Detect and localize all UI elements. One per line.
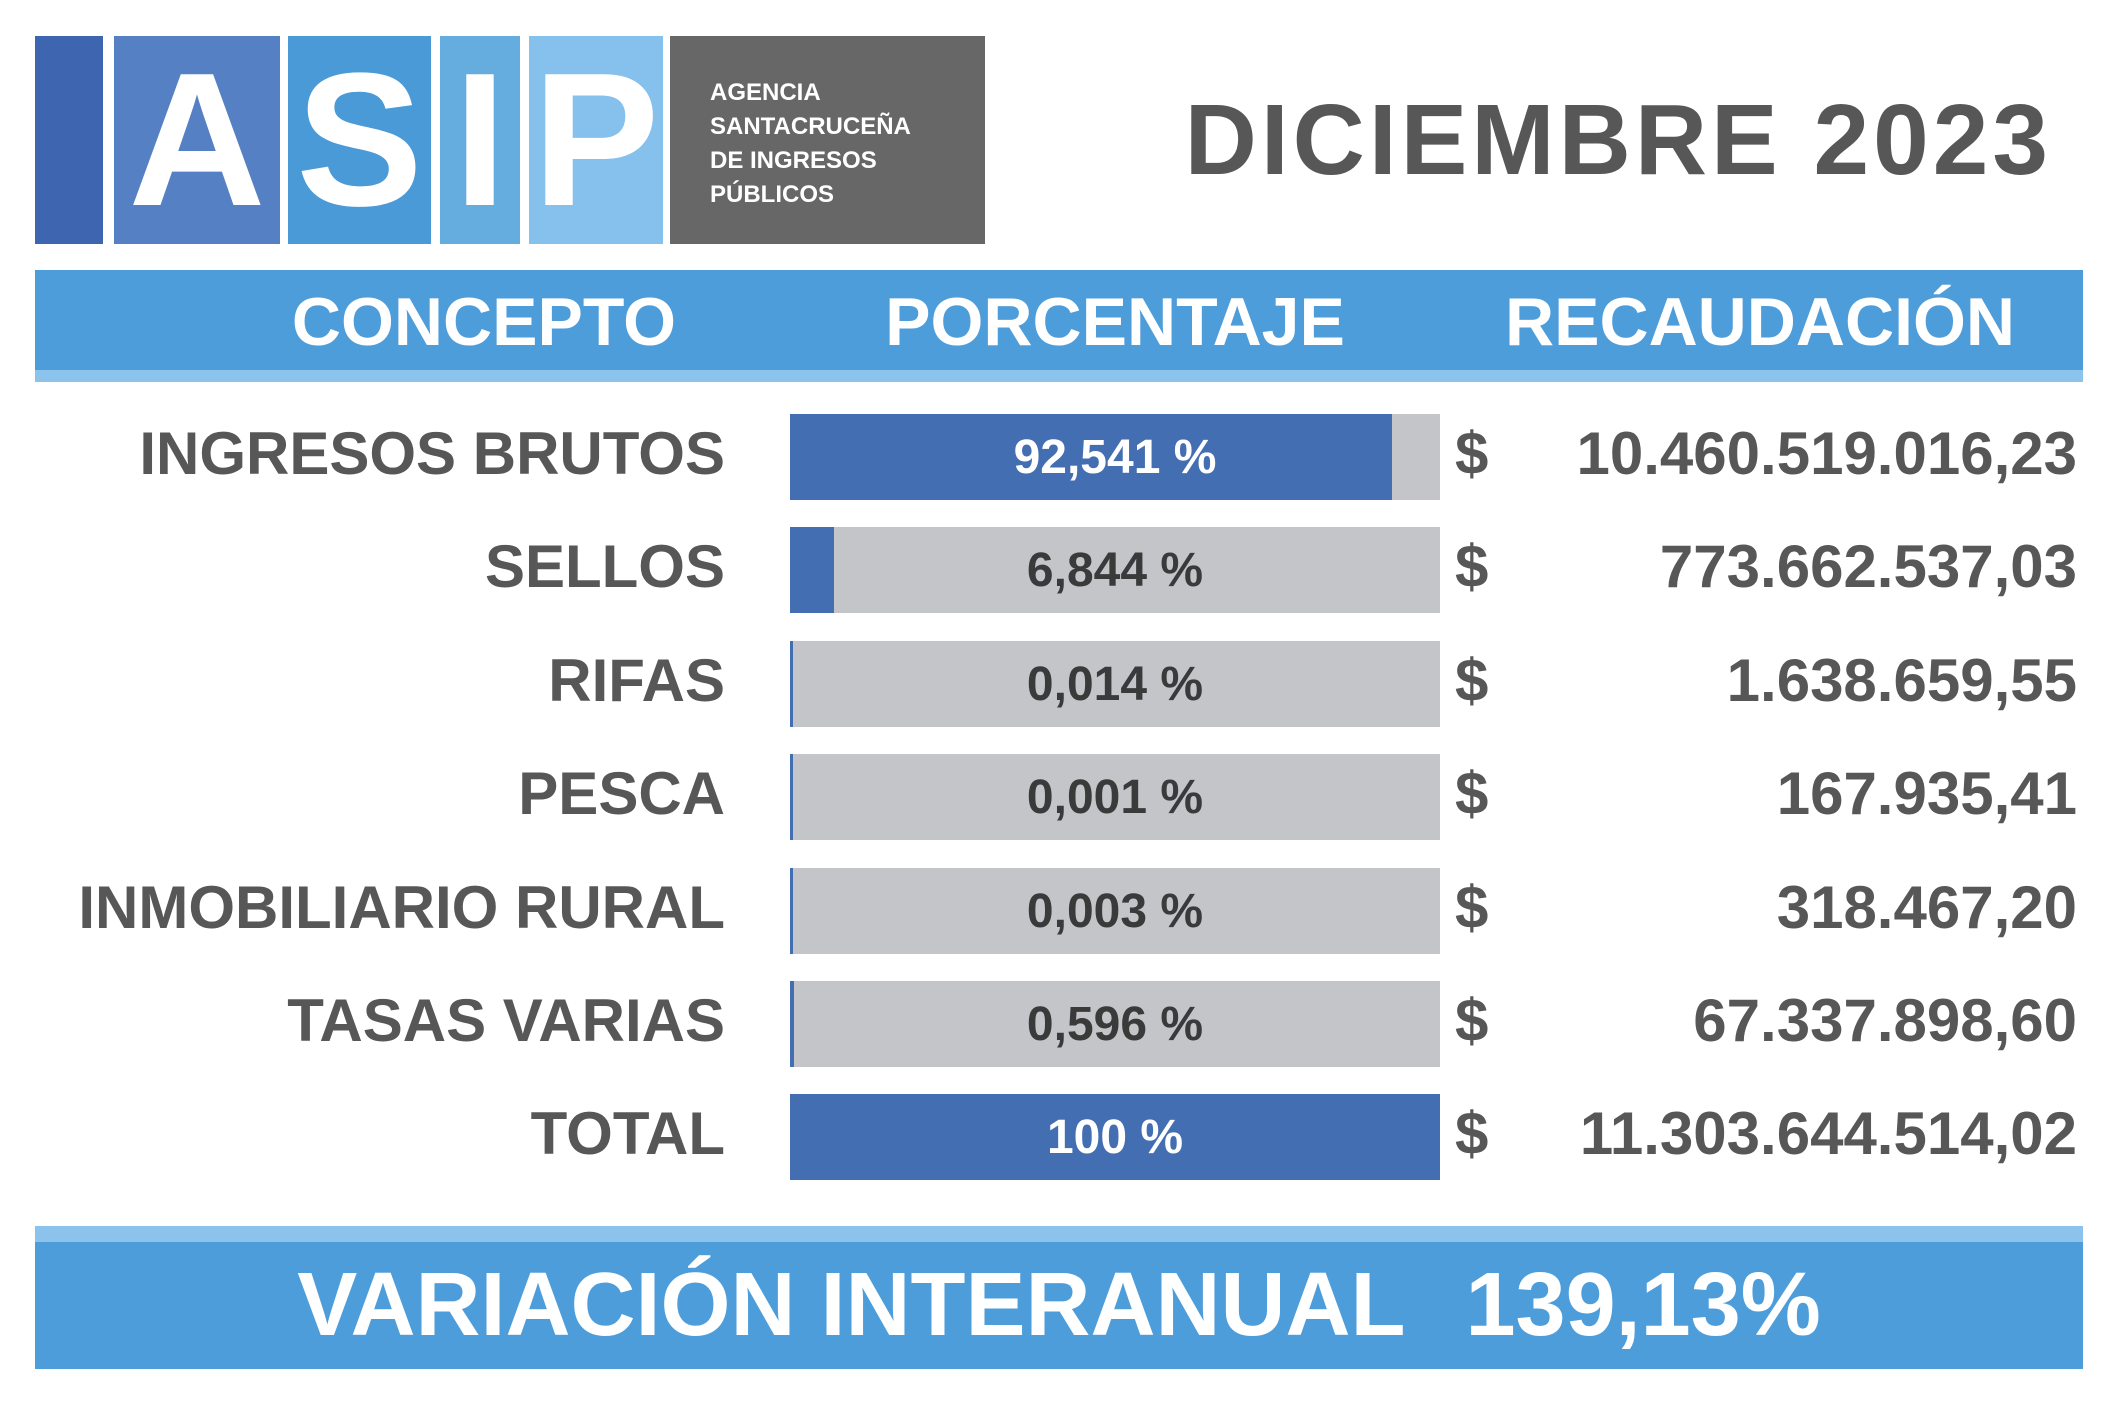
- agency-line: PÚBLICOS: [710, 181, 835, 208]
- variation-text: VARIACIÓN INTERANUAL 139,13%: [35, 1242, 2083, 1369]
- agency-line: AGENCIA: [710, 79, 821, 106]
- row-concept: RIFAS: [548, 647, 725, 714]
- logo-letter-p: P: [532, 34, 660, 246]
- logo-letter-i: I: [453, 34, 507, 246]
- percentage-bar: 6,844 %: [790, 527, 1440, 613]
- currency-symbol: $: [1455, 420, 1489, 487]
- table-row: INMOBILIARIO RURAL 0,003 % $ 318.467,20: [0, 868, 2117, 954]
- percentage-bar-fill: [790, 1094, 1440, 1180]
- table-row: PESCA 0,001 % $ 167.935,41: [0, 754, 2117, 840]
- table-header: CONCEPTO PORCENTAJE RECAUDACIÓN: [35, 270, 2083, 382]
- table-row: INGRESOS BRUTOS 92,541 % $ 10.460.519.01…: [0, 414, 2117, 500]
- table-row: TASAS VARIAS 0,596 % $ 67.337.898,60: [0, 981, 2117, 1067]
- collection-amount: 11.303.644.514,02: [1579, 1100, 2077, 1167]
- logo-block-2: [114, 36, 280, 244]
- percentage-bar: 0,014 %: [790, 641, 1440, 727]
- logo-block-3: [288, 36, 431, 244]
- variation-label: VARIACIÓN INTERANUAL: [297, 1255, 1406, 1355]
- collection-amount: 10.460.519.016,23: [1576, 420, 2077, 487]
- row-concept: INGRESOS BRUTOS: [139, 420, 725, 487]
- year-over-year-banner: VARIACIÓN INTERANUAL 139,13%: [35, 1226, 2083, 1369]
- percentage-bar: 0,596 %: [790, 981, 1440, 1067]
- percentage-bar: 0,003 %: [790, 868, 1440, 954]
- column-header-percentage: PORCENTAJE: [885, 284, 1345, 360]
- percentage-bar-fill: [790, 641, 793, 727]
- table-row: RIFAS 0,014 % $ 1.638.659,55: [0, 641, 2117, 727]
- logo-block-1: [35, 36, 103, 244]
- currency-symbol: $: [1455, 533, 1489, 600]
- asip-logo: A S I P AGENCIA SANTACRUCEÑA DE INGRESOS…: [35, 36, 985, 244]
- collection-amount: 167.935,41: [1776, 760, 2077, 827]
- header-stripe: [35, 370, 2083, 382]
- percentage-label: 0,003 %: [1026, 884, 1204, 938]
- percentage-label: 92,541 %: [1013, 430, 1217, 484]
- variation-value: 139,13%: [1465, 1255, 1821, 1355]
- currency-symbol: $: [1455, 647, 1489, 714]
- collection-amount: 318.467,20: [1776, 874, 2077, 941]
- table-row-total: TOTAL 100 % $ 11.303.644.514,02: [0, 1094, 2117, 1180]
- table-row: SELLOS 6,844 % $ 773.662.537,03: [0, 527, 2117, 613]
- currency-symbol: $: [1455, 760, 1489, 827]
- currency-symbol: $: [1455, 874, 1489, 941]
- percentage-label: 100 %: [1046, 1110, 1184, 1164]
- agency-line: DE INGRESOS: [710, 147, 877, 174]
- column-header-collection: RECAUDACIÓN: [1505, 284, 2015, 360]
- logo-letter-s: S: [296, 34, 423, 246]
- footer-stripe: [35, 1226, 2083, 1242]
- row-concept: INMOBILIARIO RURAL: [78, 874, 725, 941]
- percentage-bar-fill: [790, 754, 793, 840]
- percentage-bar: 0,001 %: [790, 754, 1440, 840]
- collection-amount: 1.638.659,55: [1726, 647, 2077, 714]
- logo-letter-a: A: [128, 34, 266, 246]
- percentage-label: 6,844 %: [1026, 543, 1204, 597]
- percentage-bar-fill: [790, 527, 835, 613]
- percentage-label: 0,001 %: [1026, 770, 1204, 824]
- currency-symbol: $: [1455, 987, 1489, 1054]
- percentage-bar-fill: [790, 414, 1392, 500]
- row-concept: TASAS VARIAS: [287, 987, 725, 1054]
- logo-block-5: [529, 36, 663, 244]
- agency-line: SANTACRUCEÑA: [710, 113, 911, 140]
- percentage-bar-fill: [790, 868, 793, 954]
- percentage-bar: 100 %: [790, 1094, 1440, 1180]
- row-concept: SELLOS: [484, 533, 725, 600]
- percentage-bar: 92,541 %: [790, 414, 1440, 500]
- logo-block-4: [440, 36, 520, 244]
- percentage-label: 0,014 %: [1026, 657, 1204, 711]
- column-header-concept: CONCEPTO: [291, 284, 677, 360]
- agency-name: AGENCIA SANTACRUCEÑA DE INGRESOS PÚBLICO…: [670, 36, 985, 244]
- percentage-label: 0,596 %: [1026, 997, 1204, 1051]
- row-concept: PESCA: [518, 760, 725, 827]
- period-title: DICIEMBRE 2023: [1184, 84, 2052, 196]
- collection-amount: 773.662.537,03: [1659, 533, 2077, 600]
- currency-symbol: $: [1455, 1100, 1489, 1167]
- row-concept: TOTAL: [530, 1100, 725, 1167]
- percentage-bar-fill: [790, 981, 794, 1067]
- collection-amount: 67.337.898,60: [1693, 987, 2077, 1054]
